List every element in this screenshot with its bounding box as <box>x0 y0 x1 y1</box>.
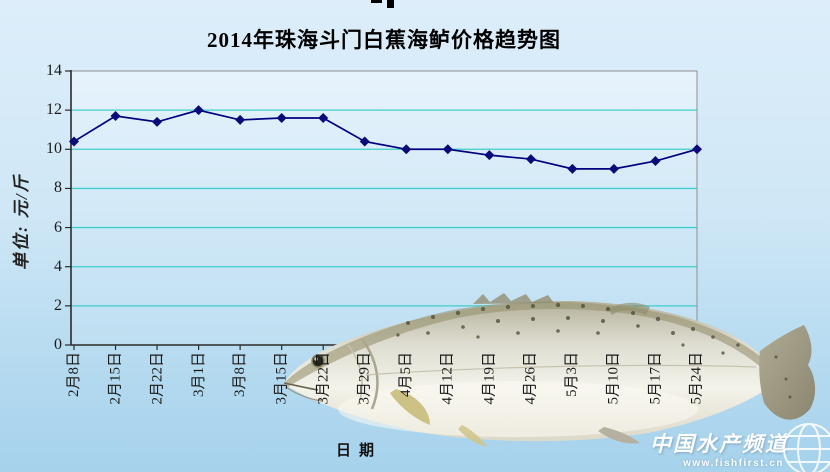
fish-mouth <box>283 382 319 391</box>
fish-spots <box>396 302 792 399</box>
y-axis-title: 单位: 元/斤 <box>12 173 31 270</box>
fish-jaw <box>285 386 323 402</box>
watermark-site-url: www.fishfirst.cn <box>683 458 784 469</box>
fish-gill-line-inner <box>347 344 363 406</box>
fish-gill-line <box>360 338 379 410</box>
fish-dorsal-fin <box>473 293 554 304</box>
sea-bass-fish-image <box>283 293 816 447</box>
fish-rear-dorsal-fin <box>608 302 650 315</box>
fish-eye <box>311 354 325 368</box>
fish-tail-fin <box>759 325 816 420</box>
fish-back-band <box>284 301 763 387</box>
cropped-top-mark-2 <box>387 0 394 8</box>
watermark-brand-text: 中国水产频道 <box>650 432 788 456</box>
fish-lateral-line <box>365 364 757 376</box>
fish-pectoral-fin <box>390 389 430 425</box>
fish-pelvic-fin <box>458 425 488 447</box>
fish-eye-highlight <box>314 357 318 361</box>
fish-anal-fin <box>598 427 640 444</box>
watermark: 中国水产频道 www.fishfirst.cn <box>580 412 830 472</box>
cropped-top-mark <box>371 0 382 3</box>
globe-icon <box>783 423 830 472</box>
chart-title: 2014年珠海斗门白蕉海鲈价格趋势图 <box>207 28 561 52</box>
x-axis-title: 日期 <box>336 443 383 459</box>
